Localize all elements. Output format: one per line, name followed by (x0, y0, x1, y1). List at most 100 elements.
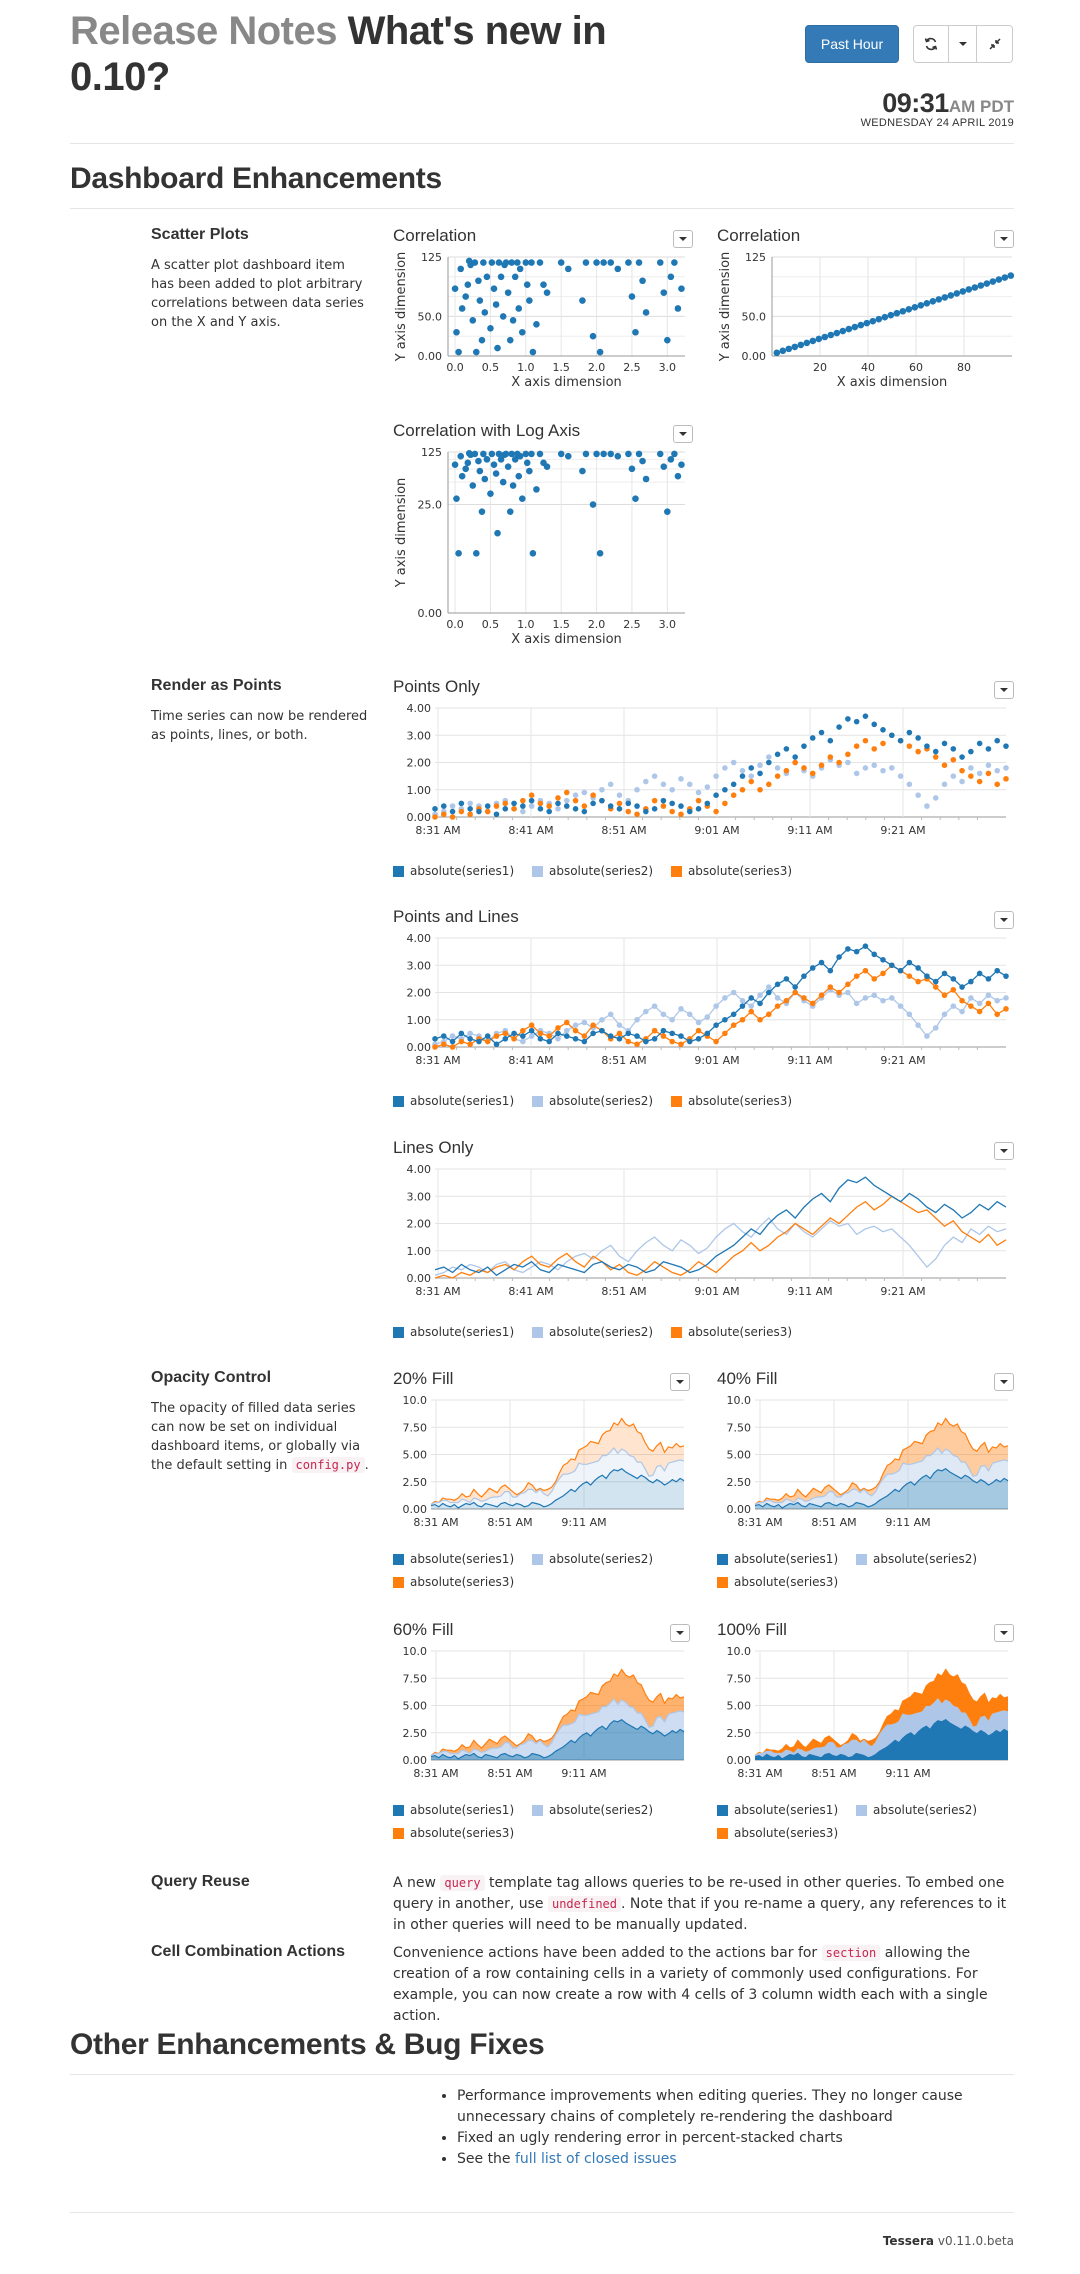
chart-legend: absolute(series1) absolute(series2) abso… (393, 1322, 806, 1345)
legend-item[interactable]: absolute(series2) (855, 1800, 977, 1821)
series-point (581, 1038, 588, 1045)
legend-item[interactable]: absolute(series1) (393, 1322, 514, 1343)
chart-lines-only: Lines Only absolute(series1) absolute(se… (393, 1138, 1014, 1348)
scatter-point (506, 336, 514, 344)
series-point (757, 770, 763, 777)
legend-item[interactable]: absolute(series3) (717, 1823, 838, 1844)
scatter-point (869, 317, 877, 325)
scatter-point (821, 333, 829, 341)
tick-label: 8:41 AM (508, 824, 553, 837)
legend-item[interactable]: absolute(series1) (393, 1549, 514, 1570)
series-point (695, 1019, 702, 1026)
legend-item[interactable]: absolute(series1) (717, 1800, 838, 1821)
legend-item[interactable]: absolute(series1) (393, 1800, 514, 1821)
series-point (546, 1033, 552, 1039)
chart-menu-button[interactable] (994, 681, 1014, 699)
legend-item[interactable]: absolute(series3) (670, 1322, 792, 1343)
series-point (722, 765, 728, 771)
legend-item[interactable]: absolute(series2) (531, 1800, 653, 1821)
scatter-point (593, 259, 600, 266)
series-point (555, 806, 561, 812)
scatter-point (543, 463, 551, 471)
legend-item[interactable]: absolute(series1) (393, 861, 514, 882)
legend-item[interactable]: absolute(series1) (393, 1091, 514, 1112)
series-point (845, 989, 851, 996)
legend-item[interactable]: absolute(series3) (670, 861, 792, 882)
scatter-point (533, 486, 540, 493)
series-point (853, 718, 860, 725)
tick-label: 2.0 (588, 361, 606, 374)
legend-item[interactable]: absolute(series2) (531, 1549, 653, 1570)
legend-item[interactable]: absolute(series3) (670, 1091, 792, 1112)
series-line (430, 1668, 685, 1757)
scatter-point (857, 321, 865, 329)
series-line (434, 1176, 1007, 1277)
chart-correlation-linear: Correlation 0.00 50.0 125 20 40 60 80 X axis di… (717, 226, 1014, 406)
series-point (739, 786, 746, 793)
scatter-point (660, 463, 668, 471)
legend-item[interactable]: absolute(series3) (393, 1572, 514, 1593)
series-point (959, 997, 965, 1004)
scatter-point (515, 305, 523, 312)
tick-label: 80 (957, 361, 971, 374)
series-point (766, 989, 772, 996)
series-point (678, 811, 684, 818)
tick-label: 2.5 (623, 361, 641, 374)
scatter-point (628, 293, 636, 300)
scatter-point (453, 328, 460, 336)
refresh-button[interactable] (913, 25, 949, 63)
scatter-point (989, 278, 997, 285)
tick-label: 9:11 AM (561, 1767, 606, 1780)
chart-menu-button[interactable] (670, 1624, 690, 1642)
series-point (651, 773, 658, 779)
scatter-point (518, 495, 526, 502)
series-point (722, 800, 728, 807)
legend-item[interactable]: absolute(series3) (717, 1572, 838, 1593)
series-point (555, 1025, 561, 1031)
series-point (792, 984, 798, 990)
series-point (994, 967, 1001, 974)
legend-item[interactable]: absolute(series1) (717, 1549, 838, 1570)
legend-item[interactable]: absolute(series2) (531, 1091, 653, 1112)
series-point (809, 1000, 816, 1007)
page-title: Release Notes What's new in 0.10? (70, 8, 630, 100)
series-point (581, 1033, 588, 1039)
legend-item[interactable]: absolute(series2) (855, 1549, 977, 1570)
caret-down-icon (679, 237, 687, 241)
chart-menu-button[interactable] (994, 911, 1014, 929)
series-point (520, 797, 526, 804)
chart-menu-button[interactable] (673, 230, 693, 248)
exit-fullscreen-button[interactable] (977, 25, 1013, 63)
chart-title: Correlation (717, 226, 801, 245)
series-point (845, 716, 851, 722)
series-point (520, 1027, 526, 1034)
time-range-button[interactable]: Past Hour (805, 25, 899, 63)
chart-menu-button[interactable] (994, 230, 1014, 248)
legend-item[interactable]: absolute(series3) (393, 1823, 514, 1844)
series-point (607, 781, 614, 788)
chart-menu-button[interactable] (994, 1142, 1014, 1160)
chart-menu-button[interactable] (670, 1373, 690, 1391)
scatter-point (632, 495, 639, 502)
chart-menu-button[interactable] (994, 1624, 1014, 1642)
series-point (766, 754, 772, 760)
scatter-point (589, 332, 597, 340)
legend-item[interactable]: absolute(series2) (531, 1322, 653, 1343)
series-point (616, 806, 623, 812)
chart-legend: absolute(series1) absolute(series2) abso… (393, 861, 806, 884)
series-point (730, 759, 737, 766)
scatter-point (504, 463, 512, 471)
series-point (941, 781, 948, 788)
chart-menu-button[interactable] (994, 1373, 1014, 1391)
scatter-point (523, 459, 531, 467)
series-point (809, 735, 816, 741)
closed-issues-link[interactable]: full list of closed issues (515, 2151, 677, 2167)
scatter-point (664, 508, 671, 515)
refresh-options-button[interactable] (949, 25, 977, 63)
tick-label: 0.00 (727, 1754, 752, 1767)
tick-label: 125 (421, 447, 442, 459)
legend-item[interactable]: absolute(series2) (531, 861, 653, 882)
series-point (572, 1027, 579, 1034)
chart-menu-button[interactable] (673, 425, 693, 443)
series-point (660, 1033, 667, 1039)
